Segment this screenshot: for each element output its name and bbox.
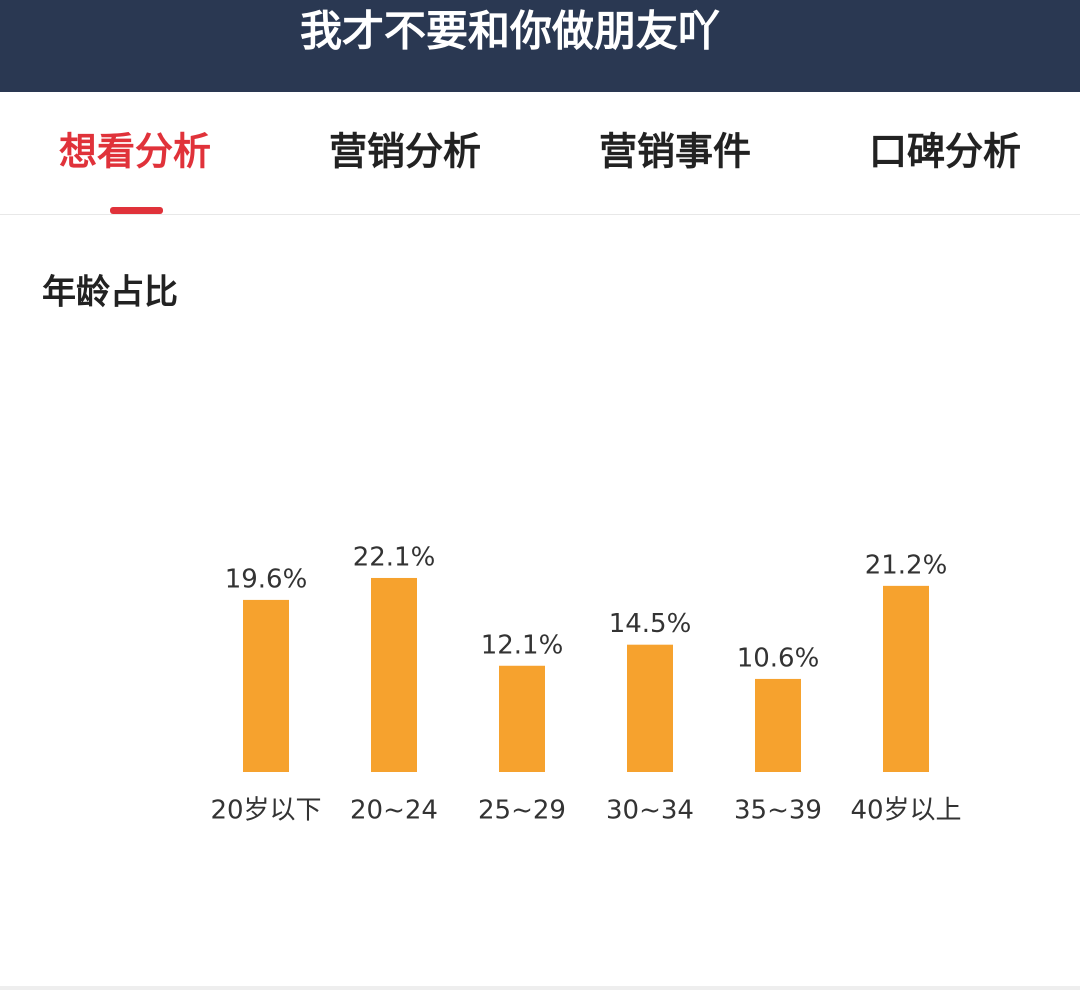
value-label: 10.6% (737, 643, 820, 673)
value-label: 14.5% (609, 609, 692, 639)
bar (243, 599, 289, 772)
tab[interactable]: 口碑分析 (869, 130, 1021, 174)
category-label: 35~39 (734, 796, 822, 826)
category-label: 25~29 (478, 796, 566, 826)
tab-bar (0, 92, 1080, 214)
tab[interactable]: 营销分析 (329, 130, 481, 174)
header-bar (0, 0, 1080, 92)
value-label: 19.6% (225, 564, 308, 594)
bar (371, 577, 417, 772)
bar (883, 585, 929, 772)
category-label: 40岁以上 (850, 796, 961, 826)
category-label: 20岁以下 (210, 796, 321, 826)
value-label: 22.1% (353, 542, 436, 572)
value-label: 21.2% (865, 550, 948, 580)
bar (755, 678, 801, 772)
category-label: 20~24 (350, 796, 438, 826)
tab[interactable]: 营销事件 (599, 130, 751, 174)
value-label: 12.1% (481, 630, 564, 660)
bar (627, 644, 673, 772)
tab[interactable]: 想看分析 (59, 130, 211, 174)
section-title: 年龄占比 (42, 273, 178, 313)
category-label: 30~34 (606, 796, 694, 826)
bar (499, 665, 545, 772)
tab-indicator (110, 207, 163, 214)
header-title: 我才不要和你做朋友吖 (300, 7, 720, 56)
